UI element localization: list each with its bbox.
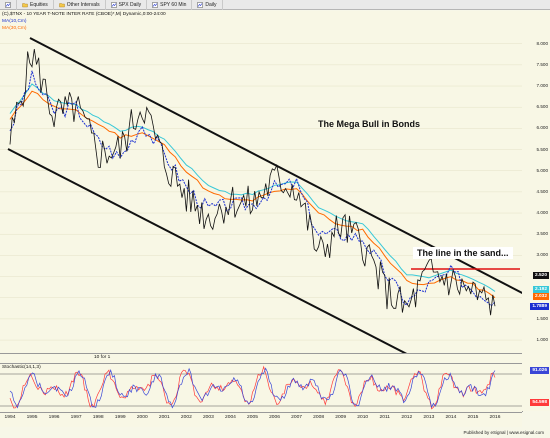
x-axis-year-tick: 2006 xyxy=(269,415,280,420)
stoch-d-line xyxy=(9,365,496,410)
price-grid xyxy=(0,43,522,341)
price-chart xyxy=(0,37,522,363)
x-axis-year-tick: 1997 xyxy=(70,415,82,420)
folder-icon xyxy=(59,2,65,7)
x-axis-year-tick: 1996 xyxy=(48,415,60,420)
interval-strip: 10 for 1 xyxy=(0,353,522,363)
ma30-legend: MA(30,Cm) xyxy=(2,26,27,31)
price-y-tick: 7.500 xyxy=(536,61,549,67)
price-pane[interactable]: (C),$TNX - 10 YEAR T-NOTE INTER RATE (CB… xyxy=(0,11,523,363)
tab-other-intervals[interactable]: Other Intervals xyxy=(54,0,106,10)
price-y-tick: 6.500 xyxy=(536,104,549,110)
x-axis-year-tick: 2012 xyxy=(401,415,413,420)
ma30-line xyxy=(9,90,496,299)
chart-icon xyxy=(110,1,117,8)
price-y-tick: 3.000 xyxy=(536,252,549,258)
x-axis-year-tick: 2015 xyxy=(467,415,479,420)
chart-icon xyxy=(197,1,204,8)
annotation-line-in-sand: The line in the sand... xyxy=(413,247,513,259)
x-axis-year-tick: 2005 xyxy=(247,415,258,420)
stoch-k-badge: 91.026 xyxy=(530,367,549,374)
price-line xyxy=(9,48,496,316)
tab-daily[interactable]: Daily xyxy=(192,0,223,10)
ma10-legend: MA(10,Cm) xyxy=(2,19,27,24)
stoch-d-badge: 54.598 xyxy=(530,399,549,406)
price-y-tick: 1.000 xyxy=(536,337,549,343)
tab-equities-label: Equities xyxy=(30,1,48,8)
price-y-tick: 5.000 xyxy=(536,167,549,173)
x-axis-year-tick: 1995 xyxy=(26,415,38,420)
stochastic-y-axis: 91.026 54.598 xyxy=(522,363,550,411)
x-axis-year-tick: 1994 xyxy=(4,415,16,420)
x-axis-year-tick: 2016 xyxy=(489,415,501,420)
x-axis-year-tick: 2004 xyxy=(225,415,236,420)
price-value-badge: 2.192 xyxy=(532,286,549,294)
stochastic-chart xyxy=(0,365,522,410)
price-y-tick: 3.500 xyxy=(536,231,549,237)
folder-icon xyxy=(22,2,28,7)
price-series xyxy=(9,48,496,316)
price-value-badge: 2.032 xyxy=(532,292,549,300)
tab-spx-daily[interactable]: SPX Daily xyxy=(106,0,148,10)
x-axis-year-tick: 1998 xyxy=(92,415,104,420)
tab-other-intervals-label: Other Intervals xyxy=(66,1,100,8)
tab-spx-daily-label: SPX Daily xyxy=(118,1,142,8)
ma-cyan-line xyxy=(9,83,496,292)
x-axis-year-tick: 2011 xyxy=(379,415,391,420)
stochastic-pane[interactable]: Stochastic(14,1,3) xyxy=(0,363,523,412)
tab-spy-60min-label: SPY 60 Min xyxy=(160,1,187,8)
x-axis-year-tick: 2007 xyxy=(291,415,303,420)
price-y-tick: 7.000 xyxy=(536,83,549,89)
tab-equities[interactable]: Equities xyxy=(17,0,54,10)
price-y-axis: 8.000 7.500 7.000 6.500 6.000 5.500 5.000 4.500… xyxy=(522,11,550,363)
chart-tab-bar: Equities Other Intervals SPX Daily SPY 6… xyxy=(0,0,550,10)
x-axis-year-tick: 2008 xyxy=(313,415,325,420)
status-bar: Published by eSignal | www.esignal.com xyxy=(463,430,544,435)
tab-spy-60min[interactable]: SPY 60 Min xyxy=(147,0,193,10)
stochastic-series xyxy=(9,365,496,410)
x-axis-year-tick: 2013 xyxy=(423,415,435,420)
price-y-tick: 4.500 xyxy=(536,188,549,194)
x-axis-year-tick: 2001 xyxy=(158,415,170,420)
x-axis-year-tick: 2003 xyxy=(202,415,214,420)
interval-label: 10 for 1 xyxy=(94,355,111,360)
x-axis-year-tick: 2002 xyxy=(180,415,192,420)
channel-lower-trendline xyxy=(7,148,427,363)
x-axis: 1994 1995 1996 1997 1998 1999 2000 2001 2002 2003… xyxy=(0,412,522,427)
x-axis-year-tick: 2000 xyxy=(136,415,148,420)
stoch-k-line xyxy=(9,367,496,409)
price-y-tick: 8.000 xyxy=(536,40,549,46)
price-y-tick: 1.500 xyxy=(536,315,549,321)
price-y-tick: 4.000 xyxy=(536,210,549,216)
price-y-tick: 5.500 xyxy=(536,146,549,152)
chart-icon xyxy=(5,1,11,8)
chart-icon xyxy=(152,1,158,8)
x-axis-year-tick: 1999 xyxy=(114,415,126,420)
x-axis-year-tick: 2009 xyxy=(335,415,347,420)
x-axis-year-tick: 2010 xyxy=(357,415,369,420)
x-axis-year-tick: 2014 xyxy=(445,415,457,420)
tab-daily-label: Daily xyxy=(205,1,217,8)
price-value-badge: 2.520 xyxy=(532,272,549,280)
stochastic-header: Stochastic(14,1,3) xyxy=(2,365,41,370)
annotation-mega-bull: The Mega Bull in Bonds xyxy=(318,119,421,129)
tab-chart-home[interactable] xyxy=(0,0,17,10)
price-value-badge: 1.7889 xyxy=(530,303,549,311)
price-pane-header: (C),$TNX - 10 YEAR T-NOTE INTER RATE (CB… xyxy=(2,12,166,17)
price-y-tick: 6.000 xyxy=(536,125,549,131)
